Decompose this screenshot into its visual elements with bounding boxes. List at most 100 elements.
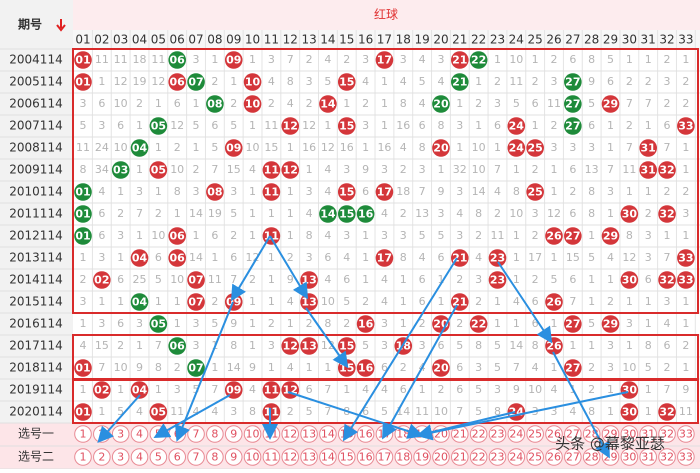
pick-number[interactable]: 8: [211, 428, 218, 441]
pick-ball[interactable]: [281, 448, 300, 466]
sort-icon[interactable]: [56, 19, 66, 32]
pick-ball[interactable]: [564, 448, 582, 466]
pick-ball[interactable]: [601, 425, 620, 443]
pick-ball[interactable]: [507, 448, 526, 466]
pick-number[interactable]: 29: [604, 428, 618, 441]
pick-number[interactable]: 4: [136, 428, 143, 441]
pick-ball[interactable]: [469, 425, 488, 443]
pick-ball[interactable]: [526, 425, 544, 443]
pick-ball[interactable]: [300, 425, 318, 443]
pick-number[interactable]: 11: [264, 428, 278, 441]
pick-ball[interactable]: [262, 448, 281, 466]
pick-number[interactable]: 24: [509, 428, 523, 441]
pick-ball[interactable]: [507, 425, 526, 443]
pick-ball[interactable]: [356, 448, 375, 466]
pick-ball[interactable]: [243, 425, 262, 443]
pick-ball[interactable]: [319, 448, 337, 466]
pick-number[interactable]: 11: [264, 451, 278, 464]
pick-ball[interactable]: [451, 448, 469, 466]
pick-number[interactable]: 20: [434, 451, 448, 464]
pick-ball[interactable]: [300, 448, 318, 466]
period-header[interactable]: 期号: [18, 17, 42, 32]
pick-number[interactable]: 10: [246, 451, 260, 464]
pick-ball[interactable]: [658, 448, 676, 466]
pick-number[interactable]: 32: [660, 428, 674, 441]
pick-ball[interactable]: [337, 448, 356, 466]
pick-number[interactable]: 32: [660, 451, 674, 464]
pick-ball[interactable]: [130, 448, 149, 466]
pick-ball[interactable]: [488, 448, 507, 466]
pick-number[interactable]: 1: [80, 451, 87, 464]
pick-number[interactable]: 23: [490, 428, 504, 441]
pick-number[interactable]: 26: [547, 451, 561, 464]
pick-ball[interactable]: [224, 448, 243, 466]
pick-ball[interactable]: [620, 448, 639, 466]
pick-number[interactable]: 2: [98, 451, 105, 464]
pick-number[interactable]: 12: [283, 428, 297, 441]
pick-number[interactable]: 8: [211, 451, 218, 464]
pick-number[interactable]: 16: [359, 428, 373, 441]
pick-ball[interactable]: [93, 448, 111, 466]
pick-ball[interactable]: [74, 425, 92, 443]
pick-ball[interactable]: [130, 425, 149, 443]
pick-ball[interactable]: [526, 448, 544, 466]
pick-ball[interactable]: [639, 425, 658, 443]
pick-number[interactable]: 5: [155, 451, 162, 464]
pick-number[interactable]: 28: [585, 451, 599, 464]
pick-ball[interactable]: [375, 448, 394, 466]
pick-number[interactable]: 27: [566, 428, 580, 441]
pick-number[interactable]: 30: [622, 428, 636, 441]
pick-number[interactable]: 24: [509, 451, 523, 464]
pick-number[interactable]: 16: [359, 451, 373, 464]
pick-ball[interactable]: [432, 448, 450, 466]
pick-ball[interactable]: [677, 425, 695, 443]
pick-number[interactable]: 1: [80, 428, 87, 441]
pick-number[interactable]: 13: [302, 428, 316, 441]
pick-ball[interactable]: [620, 425, 639, 443]
pick-number[interactable]: 30: [622, 451, 636, 464]
pick-number[interactable]: 14: [321, 451, 335, 464]
pick-number[interactable]: 33: [679, 451, 693, 464]
pick-ball[interactable]: [545, 425, 563, 443]
pick-number[interactable]: 27: [566, 451, 580, 464]
pick-number[interactable]: 7: [193, 428, 200, 441]
pick-ball[interactable]: [469, 448, 488, 466]
pick-number[interactable]: 17: [377, 451, 391, 464]
pick-ball[interactable]: [394, 448, 413, 466]
pick-number[interactable]: 7: [193, 451, 200, 464]
pick-number[interactable]: 14: [321, 428, 335, 441]
pick-number[interactable]: 26: [547, 428, 561, 441]
pick-number[interactable]: 22: [472, 451, 486, 464]
pick-ball[interactable]: [658, 425, 676, 443]
pick-ball[interactable]: [488, 425, 507, 443]
pick-number[interactable]: 25: [528, 428, 542, 441]
pick-number[interactable]: 33: [679, 428, 693, 441]
pick-number[interactable]: 25: [528, 451, 542, 464]
pick-ball[interactable]: [413, 448, 431, 466]
pick-number[interactable]: 9: [230, 451, 237, 464]
pick-number[interactable]: 22: [472, 428, 486, 441]
pick-number[interactable]: 15: [340, 451, 354, 464]
pick-number[interactable]: 21: [453, 428, 467, 441]
pick-number[interactable]: 23: [490, 451, 504, 464]
pick-ball[interactable]: [206, 448, 224, 466]
pick-ball[interactable]: [168, 448, 186, 466]
pick-number[interactable]: 6: [174, 451, 181, 464]
pick-ball[interactable]: [319, 425, 337, 443]
pick-ball[interactable]: [187, 448, 205, 466]
pick-ball[interactable]: [149, 448, 168, 466]
pick-ball[interactable]: [224, 425, 243, 443]
pick-number[interactable]: 3: [117, 428, 124, 441]
pick-ball[interactable]: [243, 448, 262, 466]
pick-ball[interactable]: [545, 448, 563, 466]
pick-number[interactable]: 10: [246, 428, 260, 441]
pick-ball[interactable]: [74, 448, 92, 466]
pick-number[interactable]: 4: [136, 451, 143, 464]
pick-number[interactable]: 3: [117, 451, 124, 464]
pick-number[interactable]: 9: [230, 428, 237, 441]
pick-number[interactable]: 13: [302, 451, 316, 464]
pick-number[interactable]: 31: [641, 451, 655, 464]
pick-ball[interactable]: [281, 425, 300, 443]
pick-number[interactable]: 12: [283, 451, 297, 464]
pick-number[interactable]: 31: [641, 428, 655, 441]
